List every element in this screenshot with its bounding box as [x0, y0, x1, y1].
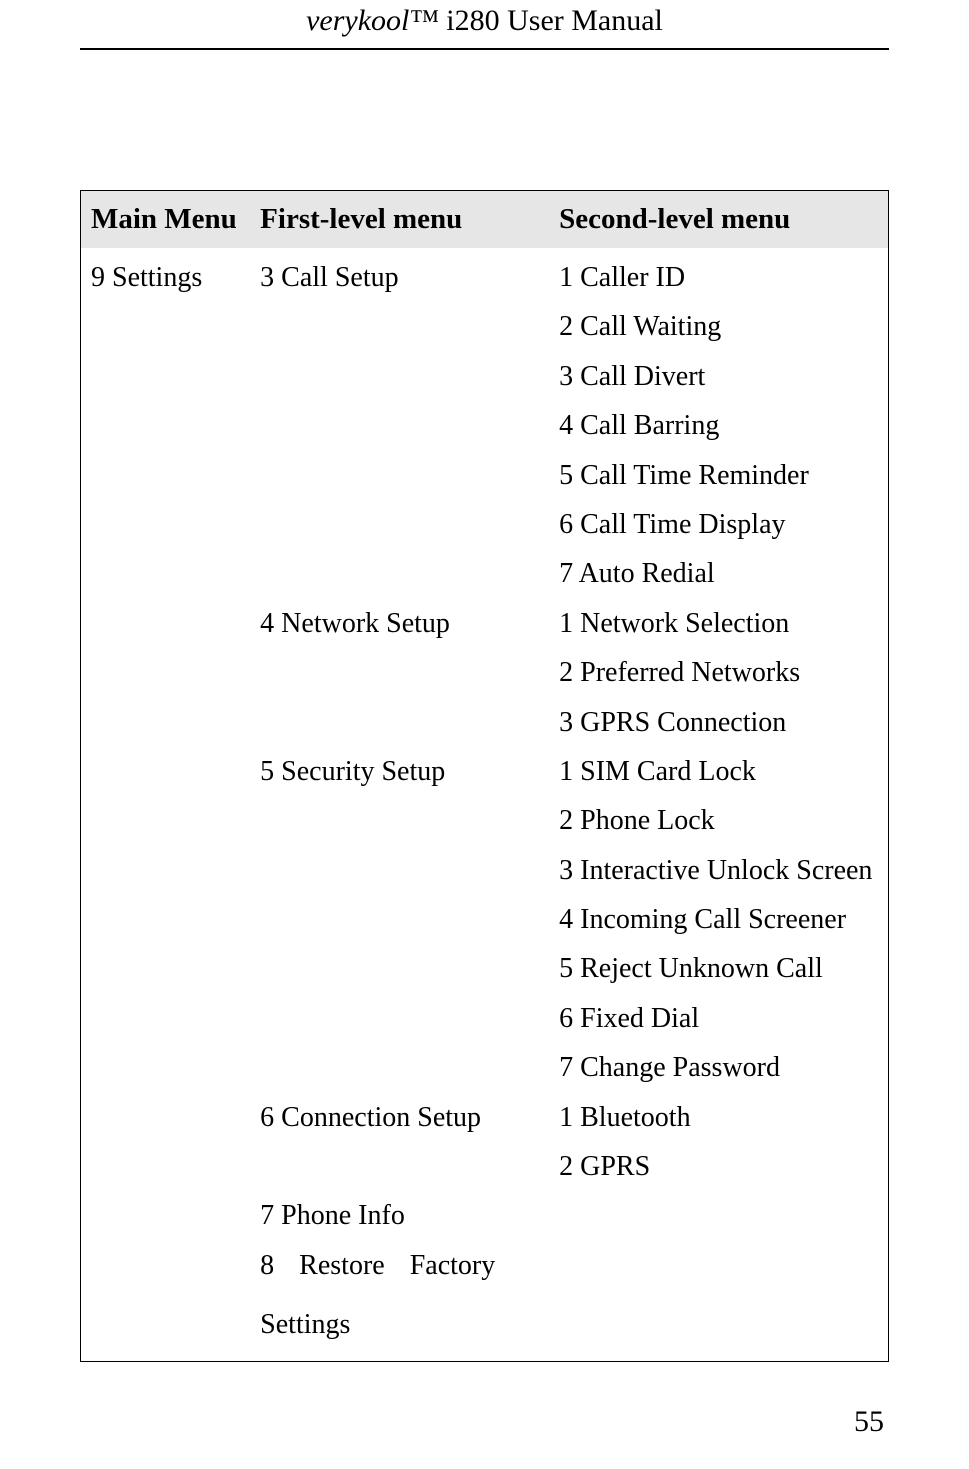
- spacer: [260, 355, 539, 398]
- second-level-item: 1 Bluetooth: [559, 1096, 878, 1139]
- spacer: [260, 898, 539, 941]
- spacer: [260, 1145, 539, 1188]
- header-second-level: Second-level menu: [549, 191, 888, 249]
- second-level-item: 3 GPRS Connection: [559, 701, 878, 744]
- second-level-item: 1 Network Selection: [559, 602, 878, 645]
- second-level-item: 5 Call Time Reminder: [559, 454, 878, 497]
- first-level-cell: 3 Call Setup 4 Network Setup 5 Security …: [250, 248, 549, 1361]
- main-menu-cell: 9 Settings: [81, 248, 251, 1361]
- first-level-item: 5 Security Setup: [260, 750, 539, 793]
- second-level-item: 3 Interactive Unlock Screen: [559, 849, 878, 892]
- second-level-item: 4 Incoming Call Screener: [559, 898, 878, 941]
- spacer: [260, 1046, 539, 1089]
- first-level-item: 6 Connection Setup: [260, 1096, 539, 1139]
- second-level-item: 1 SIM Card Lock: [559, 750, 878, 793]
- spacer: [260, 849, 539, 892]
- second-level-item: 7 Change Password: [559, 1046, 878, 1089]
- second-level-item: 4 Call Barring: [559, 404, 878, 447]
- second-level-item: 2 GPRS: [559, 1145, 878, 1188]
- second-level-item: 1 Caller ID: [559, 256, 878, 299]
- main-menu-item: 9 Settings: [91, 256, 240, 299]
- header-brand: verykool™: [306, 4, 439, 37]
- spacer: [260, 701, 539, 744]
- spacer: [260, 305, 539, 348]
- second-level-item: 3 Call Divert: [559, 355, 878, 398]
- page-header: verykool™ i280 User Manual: [80, 0, 889, 50]
- spacer: [260, 799, 539, 842]
- page-number: 55: [854, 1405, 884, 1439]
- second-level-item: 2 Phone Lock: [559, 799, 878, 842]
- first-level-item: 3 Call Setup: [260, 256, 539, 299]
- spacer: [260, 552, 539, 595]
- second-level-item: 7 Auto Redial: [559, 552, 878, 595]
- spacer: [260, 503, 539, 546]
- second-level-cell: 1 Caller ID 2 Call Waiting 3 Call Divert…: [549, 248, 888, 1361]
- table-row: 9 Settings 3 Call Setup 4 Network Setup …: [81, 248, 889, 1361]
- spacer: [260, 404, 539, 447]
- spacer: [260, 651, 539, 694]
- header-first-level: First-level menu: [250, 191, 549, 249]
- spacer: [260, 947, 539, 990]
- table-header-row: Main Menu First-level menu Second-level …: [81, 191, 889, 249]
- first-level-item: 4 Network Setup: [260, 602, 539, 645]
- first-level-item: 8 Restore Factory: [260, 1244, 539, 1287]
- second-level-item: 2 Preferred Networks: [559, 651, 878, 694]
- first-level-item: 7 Phone Info: [260, 1194, 539, 1237]
- spacer: [260, 997, 539, 1040]
- second-level-item: 6 Call Time Display: [559, 503, 878, 546]
- second-level-item: 5 Reject Unknown Call: [559, 947, 878, 990]
- second-level-item: 6 Fixed Dial: [559, 997, 878, 1040]
- header-main-menu: Main Menu: [81, 191, 251, 249]
- first-level-item: Settings: [260, 1303, 539, 1346]
- header-rest: i280 User Manual: [439, 4, 663, 37]
- spacer: [260, 454, 539, 497]
- menu-table: Main Menu First-level menu Second-level …: [80, 190, 889, 1362]
- second-level-item: 2 Call Waiting: [559, 305, 878, 348]
